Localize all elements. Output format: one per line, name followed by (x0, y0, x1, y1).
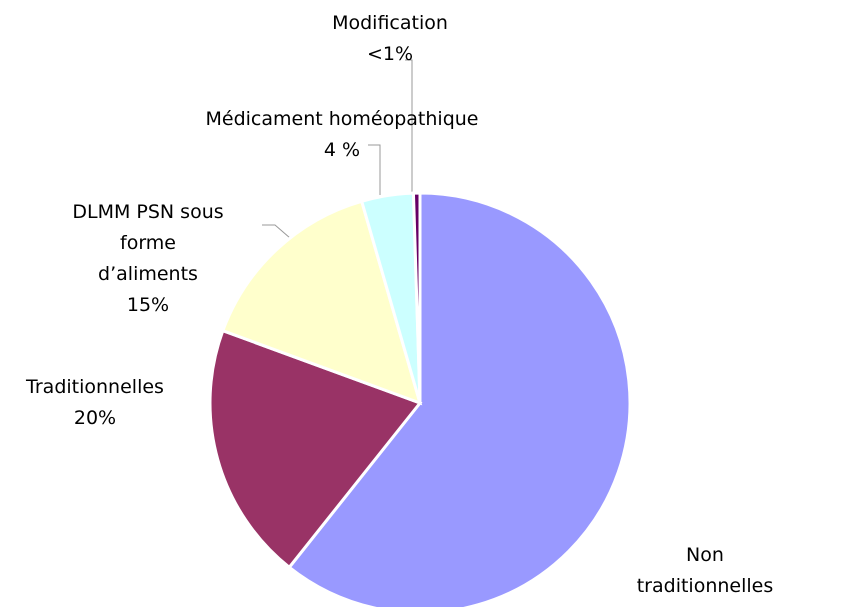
value-label: 4 % (323, 139, 361, 161)
category-label: Non traditionnelles (636, 544, 774, 597)
leader-lines (262, 59, 413, 239)
slice-label: Non traditionnelles 61 % (635, 540, 775, 607)
category-label: Modification (332, 12, 448, 34)
pie-slice (411, 191, 422, 404)
slice-label: Médicament homéopathique 4 % (206, 104, 479, 166)
value-label: 15% (126, 294, 170, 316)
pie-slice (220, 199, 423, 406)
leader-line (368, 144, 381, 195)
value-label: 61 % (635, 602, 775, 607)
pie-slice (208, 328, 423, 570)
leader-line (262, 224, 291, 239)
category-label: Médicament homéopathique (205, 108, 479, 130)
slice-label: DLMM PSN sous forme d’aliments 15% (72, 197, 223, 321)
value-label: 20% (73, 407, 117, 429)
slice-label: Modification <1% (332, 8, 448, 70)
pie-slice (287, 191, 632, 607)
category-label: DLMM PSN sous forme d’aliments (72, 201, 224, 285)
value-label: <1% (366, 43, 414, 65)
leader-line (405, 59, 413, 195)
slice-label: Traditionnelles 20% (26, 372, 164, 434)
category-label: Traditionnelles (26, 376, 164, 398)
